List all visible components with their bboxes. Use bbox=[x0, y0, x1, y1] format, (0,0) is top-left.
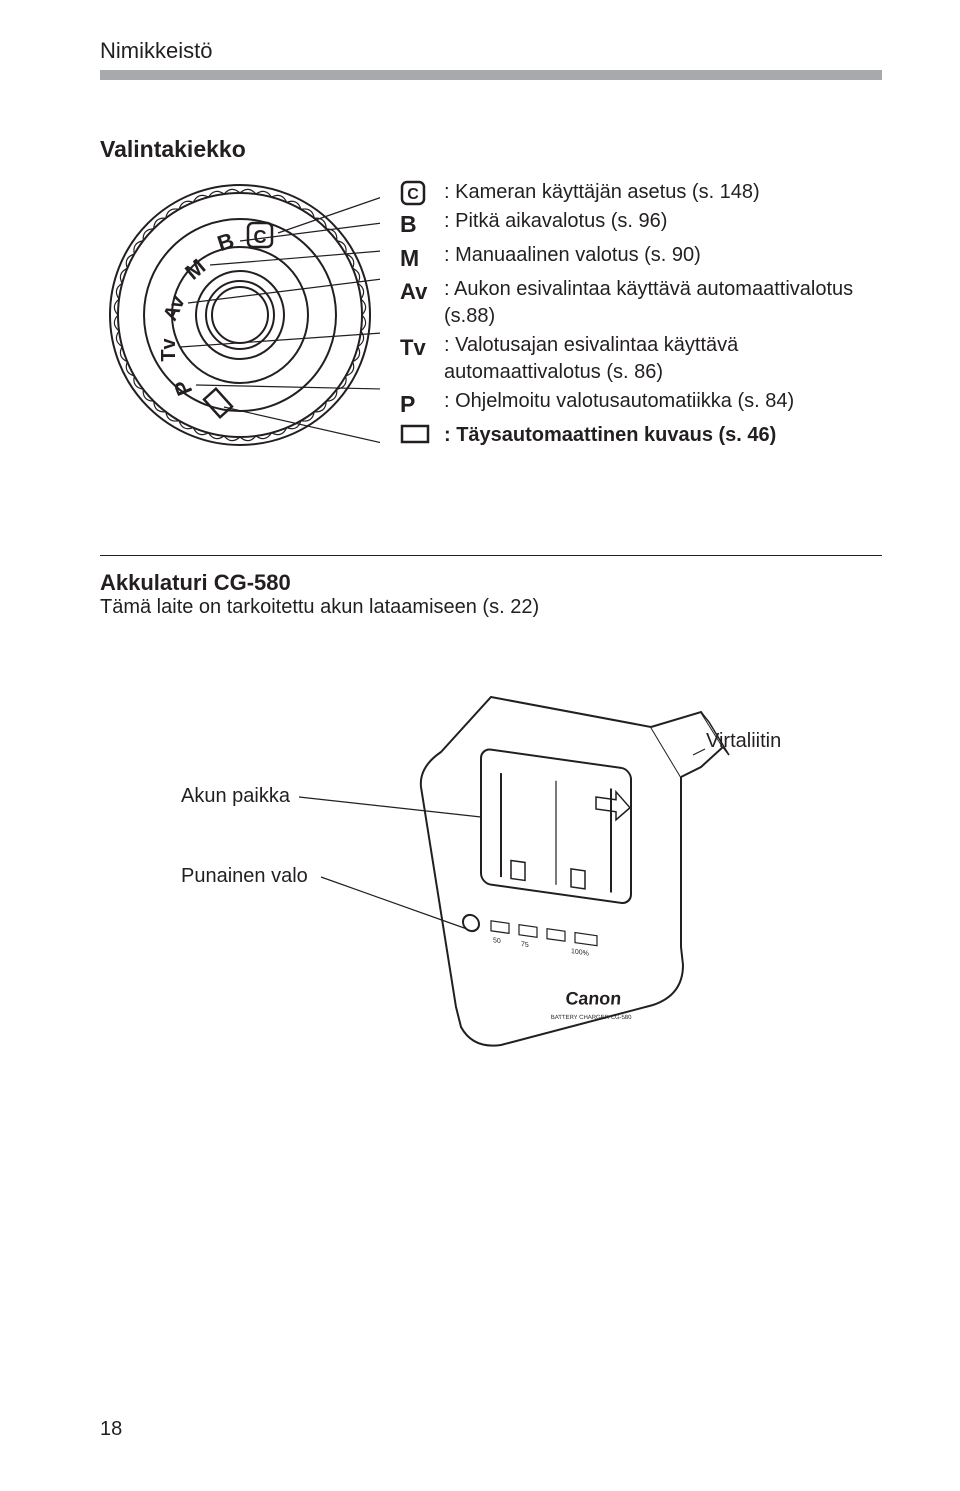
svg-text:C: C bbox=[254, 227, 267, 247]
mode-row: : Täysautomaattinen kuvaus (s. 46) bbox=[400, 422, 882, 449]
svg-text:BATTERY CHARGER CG-580: BATTERY CHARGER CG-580 bbox=[551, 1015, 633, 1021]
mode-row: Av : Aukon esivalintaa käyttävä automaat… bbox=[400, 276, 882, 330]
charger-section: Akkulaturi CG-580 Tämä laite on tarkoite… bbox=[100, 555, 882, 1067]
mode-text: : Täysautomaattinen kuvaus (s. 46) bbox=[444, 422, 882, 449]
mode-row: Tv : Valotusajan esivalintaa käyttävä au… bbox=[400, 332, 882, 386]
label-red-light: Punainen valo bbox=[181, 865, 308, 887]
mode-text: : Pitkä aikavalotus (s. 96) bbox=[444, 208, 882, 235]
charger-subtitle: Tämä laite on tarkoitettu akun lataamise… bbox=[100, 596, 882, 619]
svg-text:Canon: Canon bbox=[564, 988, 622, 1008]
svg-text:Tv: Tv bbox=[158, 337, 180, 361]
mode-text: : Valotusajan esivalintaa käyttävä autom… bbox=[444, 332, 882, 386]
mode-symbol-rect bbox=[400, 422, 444, 445]
mode-text: : Manuaalinen valotus (s. 90) bbox=[444, 242, 882, 269]
mode-symbol-av: Av bbox=[400, 276, 444, 307]
mode-symbol-b: B bbox=[400, 208, 444, 240]
rect-icon bbox=[400, 423, 430, 445]
header-underline bbox=[100, 70, 882, 80]
svg-text:75: 75 bbox=[521, 941, 529, 949]
mode-text: : Ohjelmoitu valotusautomatiikka (s. 84) bbox=[444, 388, 882, 415]
charger-divider bbox=[100, 555, 882, 556]
svg-text:C: C bbox=[407, 186, 419, 203]
mode-symbol-c: C bbox=[400, 179, 444, 206]
charger-diagram: <30rect x="140" y="178" width="14" heigh… bbox=[181, 647, 801, 1067]
mode-text: : Kameran käyttäjän asetus (s. 148) bbox=[444, 179, 882, 206]
page-header: Nimikkeistö bbox=[100, 38, 882, 64]
svg-text:50: 50 bbox=[493, 937, 501, 945]
mode-list: C : Kameran käyttäjän asetus (s. 148) B … bbox=[400, 175, 882, 455]
mode-row: B : Pitkä aikavalotus (s. 96) bbox=[400, 208, 882, 240]
c-square-icon: C bbox=[400, 180, 428, 206]
charger-title: Akkulaturi CG-580 bbox=[100, 570, 882, 596]
dial-section: C B M Av Tv P bbox=[100, 175, 882, 455]
mode-symbol-p: P bbox=[400, 388, 444, 420]
mode-row: M : Manuaalinen valotus (s. 90) bbox=[400, 242, 882, 274]
label-battery-slot: Akun paikka bbox=[181, 785, 291, 807]
mode-symbol-tv: Tv bbox=[400, 332, 444, 363]
label-power-connector: Virtaliitin bbox=[706, 730, 781, 752]
dial-diagram: C B M Av Tv P bbox=[100, 175, 380, 455]
page-number: 18 bbox=[100, 1418, 122, 1441]
section-title: Valintakiekko bbox=[100, 136, 882, 163]
mode-row: C : Kameran käyttäjän asetus (s. 148) bbox=[400, 179, 882, 206]
mode-row: P : Ohjelmoitu valotusautomatiikka (s. 8… bbox=[400, 388, 882, 420]
mode-text: : Aukon esivalintaa käyttävä automaattiv… bbox=[444, 276, 882, 330]
mode-symbol-m: M bbox=[400, 242, 444, 274]
